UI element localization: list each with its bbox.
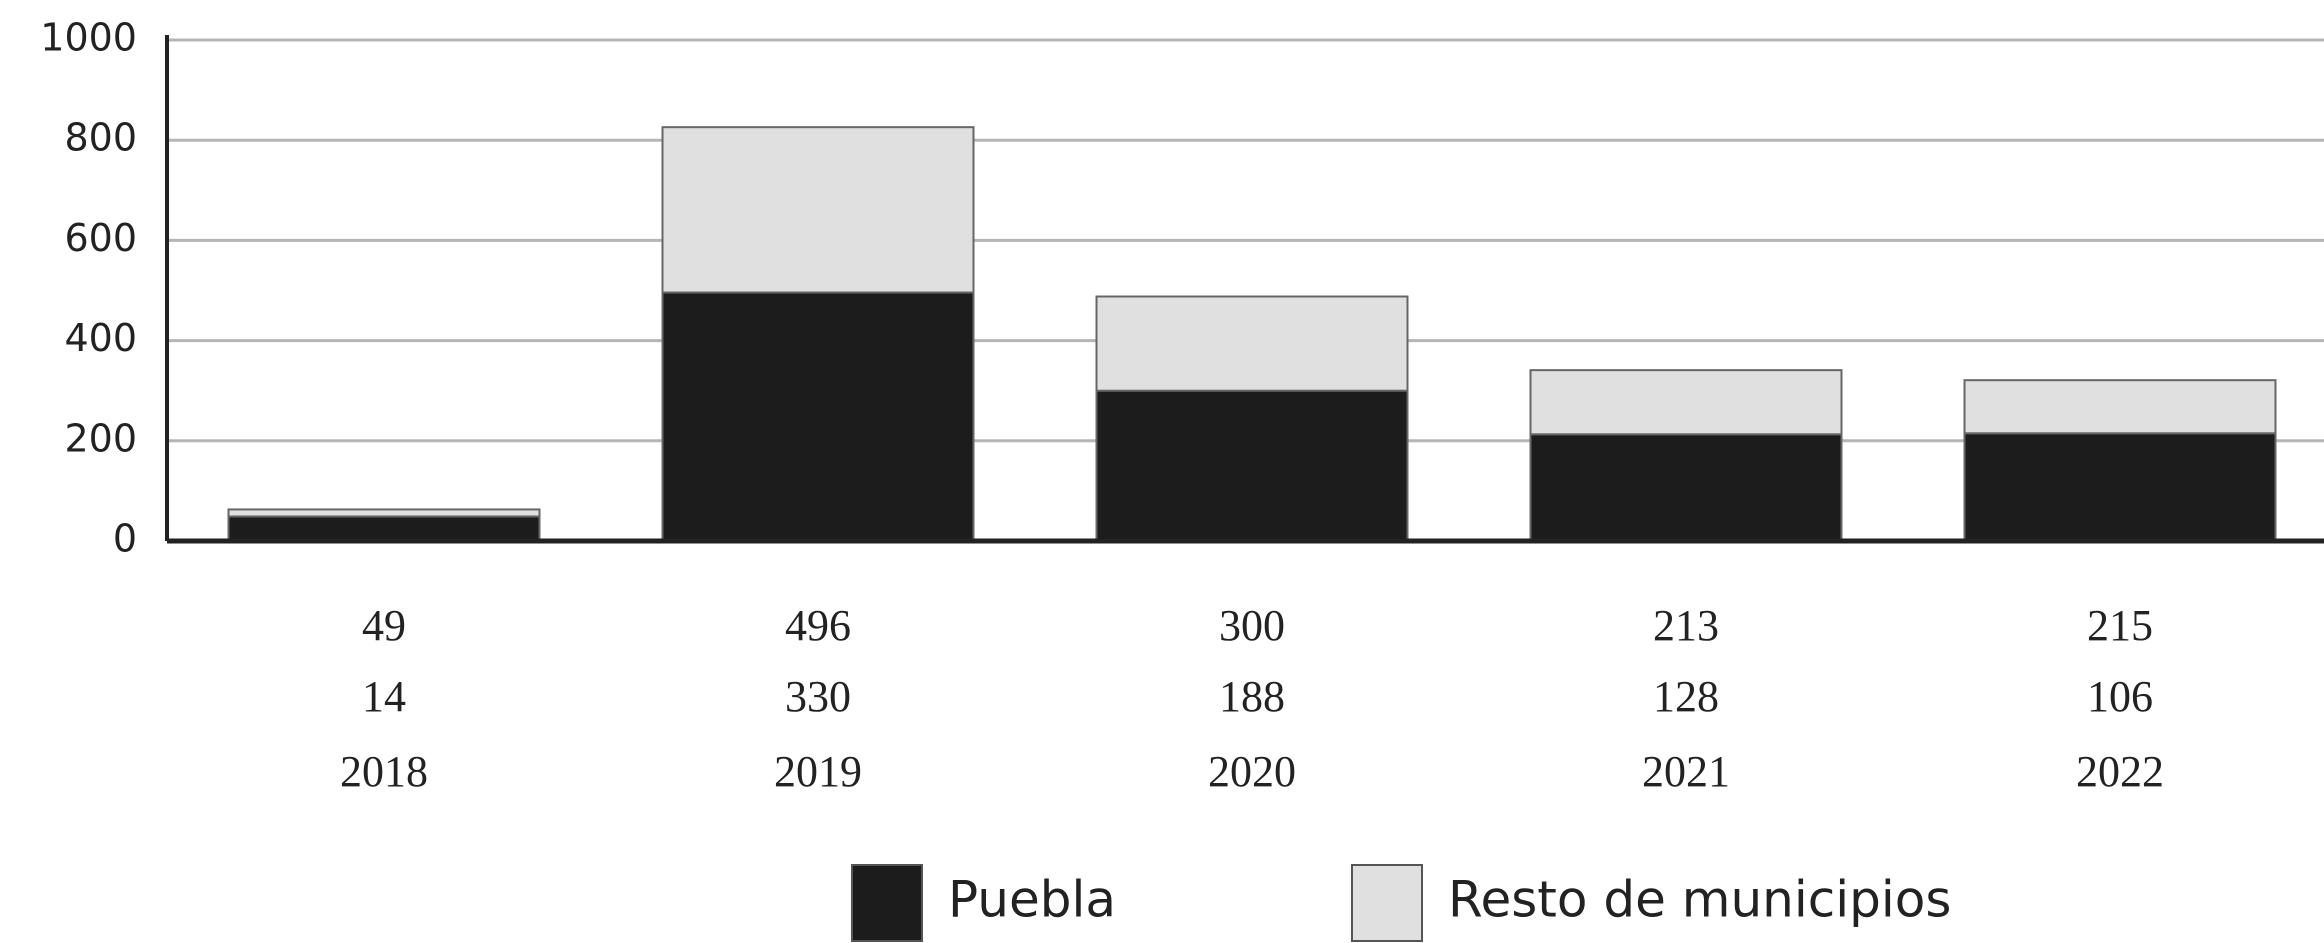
- value-label: 496: [785, 601, 851, 650]
- x-tick-label: 2019: [774, 747, 862, 796]
- x-tick-label: 2022: [2076, 747, 2164, 796]
- bar-segment: [1095, 389, 1409, 543]
- y-tick-label: 1000: [40, 16, 137, 60]
- legend-swatch: [851, 864, 923, 942]
- value-label: 128: [1653, 672, 1719, 721]
- x-tick-label: 2018: [340, 747, 428, 796]
- y-tick-label: 800: [64, 116, 137, 160]
- value-label: 49: [362, 601, 406, 650]
- legend-label: Puebla: [948, 871, 1116, 929]
- legend-label: Resto de municipios: [1448, 871, 1951, 929]
- value-label: 215: [2087, 601, 2153, 650]
- value-label: 14: [362, 672, 406, 721]
- x-tick-label: 2021: [1642, 747, 1730, 796]
- bar-segment: [1095, 295, 1409, 392]
- y-tick-label: 400: [64, 316, 137, 360]
- value-label: 300: [1219, 601, 1285, 650]
- bar-segment: [1529, 433, 1843, 542]
- y-tick-label: 600: [64, 216, 137, 260]
- bar-segment: [661, 126, 975, 294]
- bar-segment: [1963, 432, 2277, 542]
- bar-segment: [227, 515, 541, 542]
- bar-segment: [227, 508, 541, 518]
- legend-swatch: [1351, 864, 1423, 942]
- y-tick-label: 0: [113, 517, 137, 561]
- bar-segment: [1529, 369, 1843, 436]
- x-tick-label: 2020: [1208, 747, 1296, 796]
- bar-segment: [661, 291, 975, 542]
- value-label: 106: [2087, 672, 2153, 721]
- bar-segment: [1963, 379, 2277, 435]
- value-label: 330: [785, 672, 851, 721]
- value-label: 188: [1219, 672, 1285, 721]
- y-tick-label: 200: [64, 416, 137, 460]
- value-label: 213: [1653, 601, 1719, 650]
